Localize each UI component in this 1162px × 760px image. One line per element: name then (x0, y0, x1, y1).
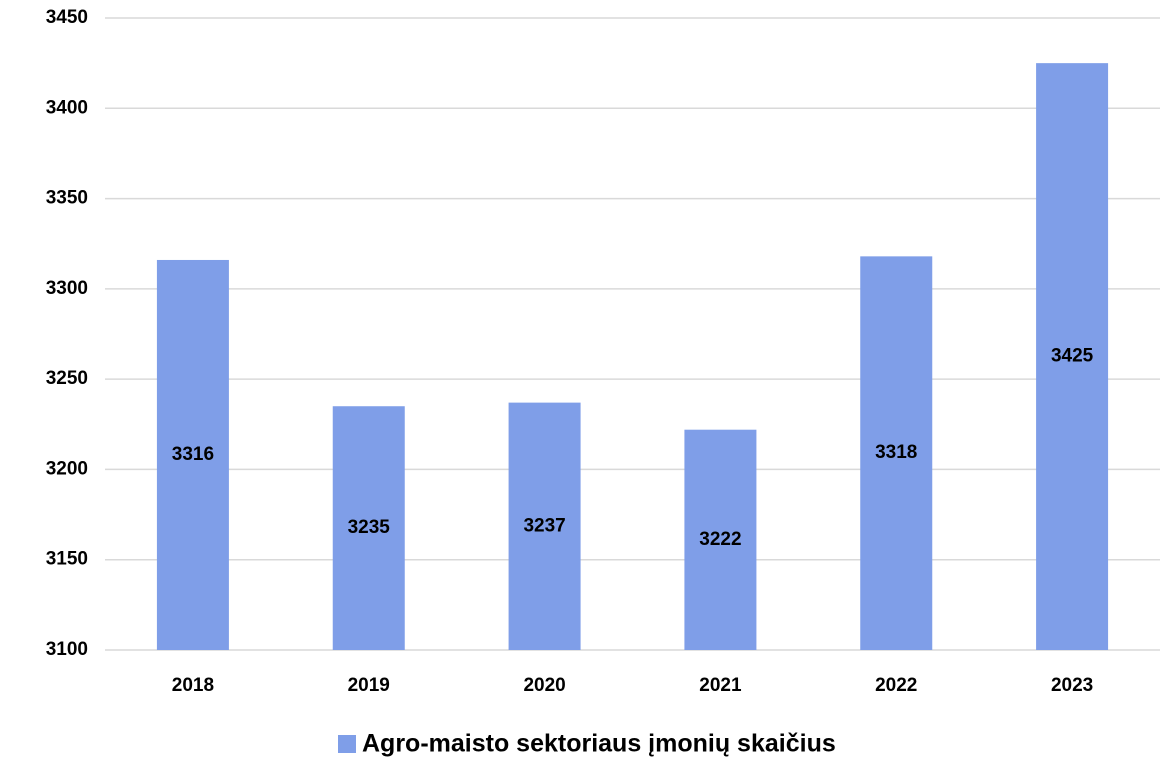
data-label: 3235 (348, 517, 391, 538)
x-tick-label: 2021 (699, 675, 742, 696)
bar (684, 429, 757, 650)
bar (860, 256, 933, 650)
x-tick-label: 2018 (172, 675, 214, 696)
bar (332, 406, 405, 650)
data-label: 3425 (1051, 346, 1094, 367)
data-label: 3237 (523, 515, 565, 536)
x-tick-label: 2023 (1051, 675, 1093, 696)
legend-label: Agro-maisto sektoriaus įmonių skaičius (362, 730, 836, 758)
y-tick-label: 3450 (46, 7, 88, 28)
y-tick-label: 3150 (46, 549, 88, 570)
bar (1036, 63, 1109, 650)
data-label: 3316 (172, 444, 214, 465)
x-tick-label: 2022 (875, 675, 917, 696)
legend-swatch (338, 735, 356, 753)
y-tick-label: 3100 (46, 639, 88, 660)
y-tick-label: 3300 (46, 278, 88, 299)
x-tick-label: 2020 (523, 675, 565, 696)
x-tick-label: 2019 (348, 675, 390, 696)
y-tick-label: 3250 (46, 368, 88, 389)
data-label: 3222 (699, 529, 741, 550)
y-tick-label: 3200 (46, 458, 88, 479)
bar (508, 402, 581, 650)
y-tick-label: 3400 (46, 97, 88, 118)
data-label: 3318 (875, 442, 917, 463)
y-tick-label: 3350 (46, 188, 88, 209)
bar (156, 259, 229, 650)
